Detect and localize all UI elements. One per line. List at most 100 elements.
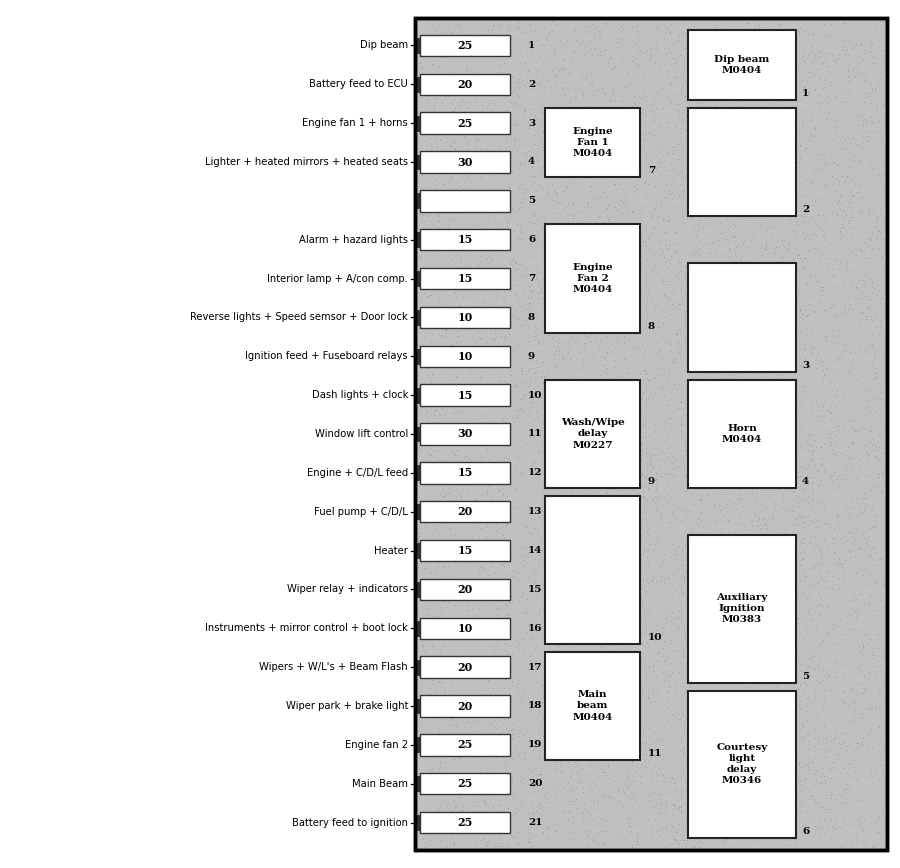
- Point: [828, 465, 842, 479]
- Point: [476, 471, 491, 485]
- Point: [486, 505, 500, 519]
- Point: [869, 481, 884, 495]
- Point: [445, 318, 459, 332]
- Point: [510, 686, 525, 700]
- Point: [737, 174, 751, 188]
- Point: [518, 24, 533, 38]
- Point: [795, 702, 809, 716]
- Point: [526, 455, 540, 469]
- Point: [641, 556, 655, 569]
- Point: [483, 483, 498, 497]
- Point: [728, 219, 742, 233]
- Point: [756, 679, 770, 693]
- Point: [589, 25, 603, 39]
- Point: [675, 810, 689, 824]
- Point: [472, 833, 487, 847]
- Point: [585, 303, 599, 317]
- Point: [806, 752, 821, 766]
- Point: [860, 445, 875, 459]
- Point: [580, 433, 594, 447]
- Point: [701, 778, 716, 792]
- Point: [867, 56, 881, 70]
- Point: [827, 23, 842, 36]
- Point: [805, 502, 819, 516]
- Point: [625, 799, 639, 813]
- Point: [798, 278, 813, 292]
- Point: [509, 680, 524, 694]
- Point: [565, 139, 580, 153]
- Point: [538, 134, 553, 148]
- Point: [821, 427, 835, 441]
- Point: [574, 219, 589, 233]
- Bar: [420, 306, 510, 328]
- Point: [444, 829, 458, 843]
- Point: [436, 652, 450, 666]
- Point: [423, 391, 437, 405]
- Point: [759, 753, 773, 766]
- Point: [814, 152, 828, 166]
- Point: [439, 770, 454, 784]
- Point: [873, 176, 887, 190]
- Point: [499, 392, 513, 406]
- Point: [471, 404, 485, 418]
- Point: [474, 563, 489, 577]
- Point: [580, 758, 594, 772]
- Point: [787, 615, 801, 629]
- Point: [824, 169, 838, 183]
- Point: [785, 378, 799, 391]
- Point: [542, 620, 556, 634]
- Point: [737, 321, 751, 335]
- Point: [794, 207, 808, 221]
- Point: [688, 221, 702, 235]
- Point: [657, 635, 671, 649]
- Point: [772, 376, 787, 390]
- Point: [640, 275, 654, 289]
- Point: [796, 730, 810, 744]
- Point: [467, 715, 482, 729]
- Point: [769, 632, 783, 646]
- Point: [446, 808, 460, 822]
- Point: [586, 295, 600, 309]
- Point: [729, 209, 743, 223]
- Point: [611, 369, 625, 383]
- Point: [578, 659, 592, 673]
- Point: [581, 216, 596, 230]
- Point: [595, 408, 609, 422]
- Point: [792, 697, 806, 711]
- Point: [753, 246, 768, 260]
- Point: [464, 720, 478, 733]
- Point: [722, 503, 736, 517]
- Point: [825, 297, 840, 311]
- Point: [787, 161, 801, 174]
- Text: 10: 10: [457, 312, 472, 323]
- Point: [651, 379, 665, 393]
- Point: [782, 277, 796, 291]
- Point: [868, 766, 882, 780]
- Point: [471, 438, 485, 452]
- Point: [424, 512, 438, 526]
- Point: [464, 495, 478, 509]
- Point: [769, 288, 783, 302]
- Point: [658, 21, 672, 35]
- Point: [819, 388, 833, 402]
- Point: [472, 319, 486, 333]
- Point: [734, 458, 749, 472]
- Point: [670, 783, 685, 797]
- Point: [483, 253, 498, 266]
- Point: [703, 436, 717, 450]
- Point: [808, 839, 823, 853]
- Point: [429, 358, 444, 372]
- Point: [744, 419, 759, 433]
- Point: [647, 107, 662, 121]
- Point: [674, 431, 688, 445]
- Point: [826, 152, 841, 166]
- Point: [500, 510, 515, 524]
- Point: [869, 454, 884, 468]
- Point: [857, 633, 871, 647]
- Point: [421, 233, 436, 247]
- Point: [460, 72, 474, 86]
- Point: [432, 351, 446, 365]
- Point: [563, 389, 578, 403]
- Point: [450, 309, 464, 323]
- Point: [806, 289, 820, 303]
